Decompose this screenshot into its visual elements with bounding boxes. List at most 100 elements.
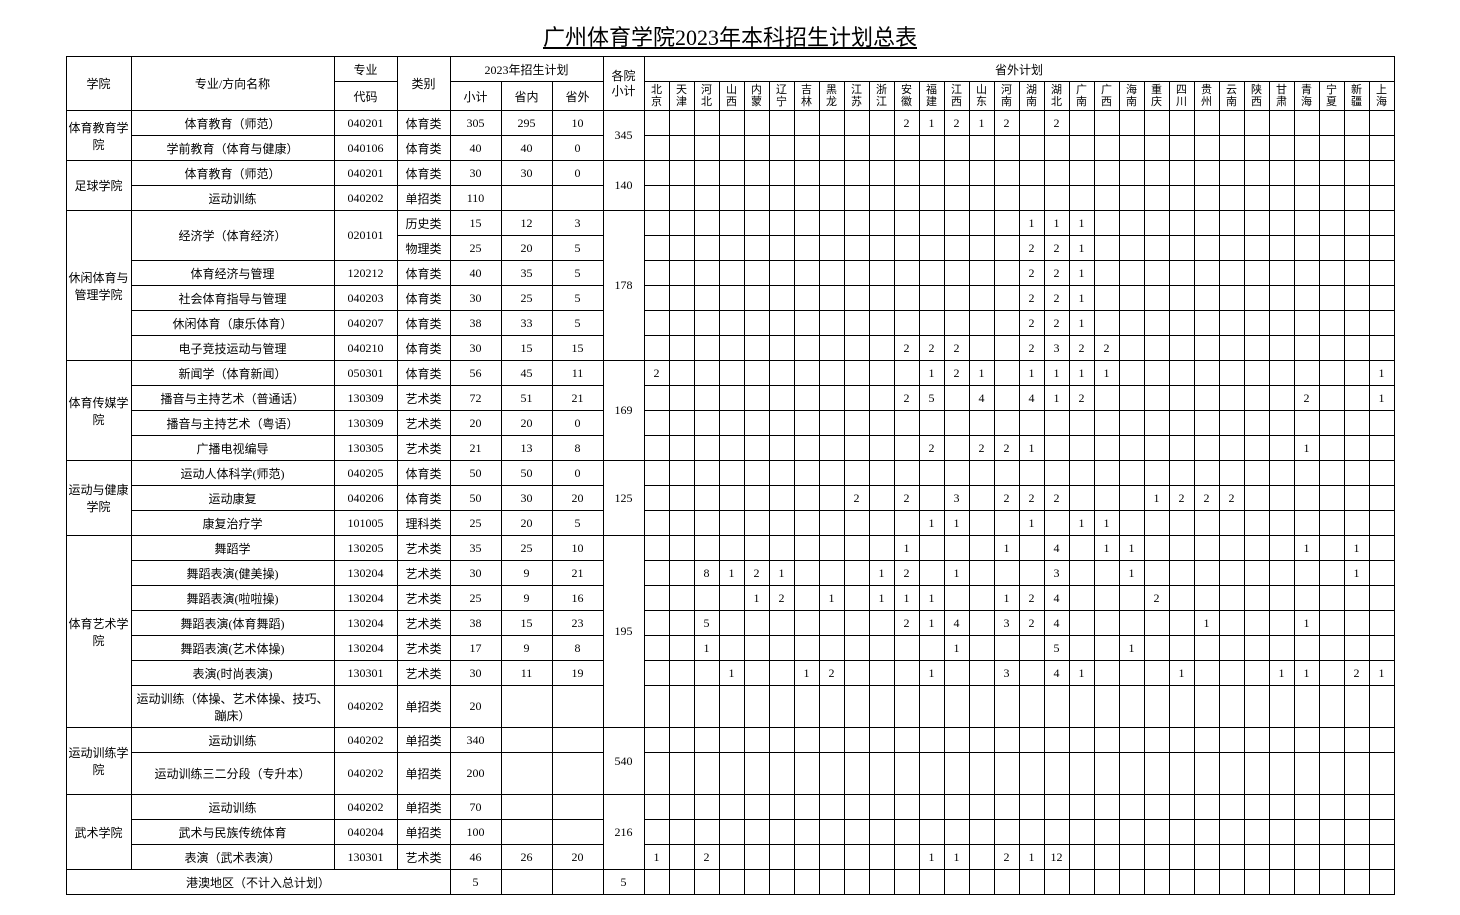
cell-prov: 2 (1019, 486, 1044, 511)
cell-cat: 艺术类 (397, 611, 450, 636)
cell-prov (919, 686, 944, 728)
cell-prov (719, 136, 744, 161)
cell-sn: 295 (501, 111, 552, 136)
cell-prov (694, 820, 719, 845)
cell-prov (1194, 728, 1219, 753)
cell-prov (744, 661, 769, 686)
cell-prov (1269, 286, 1294, 311)
th-prov-8: 江苏 (844, 82, 869, 111)
cell-xj: 56 (450, 361, 501, 386)
cell-sw (552, 795, 603, 820)
cell-prov (694, 661, 719, 686)
cell-prov (844, 336, 869, 361)
cell-prov (694, 511, 719, 536)
cell-prov (1044, 136, 1069, 161)
cell-prov (1294, 728, 1319, 753)
cell-prov (1219, 753, 1244, 795)
cell-major: 播音与主持艺术（粤语） (131, 411, 334, 436)
cell-prov (669, 286, 694, 311)
cell-prov (1169, 311, 1194, 336)
cell-prov (819, 261, 844, 286)
cell-sw: 5 (552, 286, 603, 311)
cell-prov (1244, 161, 1269, 186)
cell-prov (694, 536, 719, 561)
th-prov-24: 陕西 (1244, 82, 1269, 111)
cell-prov (1144, 286, 1169, 311)
cell-prov: 2 (1069, 336, 1094, 361)
cell-sn (501, 795, 552, 820)
cell-prov (719, 753, 744, 795)
cell-prov (744, 461, 769, 486)
cell-prov (1094, 728, 1119, 753)
cell-prov: 2 (769, 586, 794, 611)
cell-prov (919, 311, 944, 336)
cell-prov (894, 161, 919, 186)
cell-prov: 2 (1019, 611, 1044, 636)
cell-prov (1144, 161, 1169, 186)
cell-prov (1319, 753, 1344, 795)
cell-major: 舞蹈表演(体育舞蹈) (131, 611, 334, 636)
cell-prov (1244, 336, 1269, 361)
cell-prov (744, 336, 769, 361)
cell-prov (719, 236, 744, 261)
cell-prov (1244, 753, 1269, 795)
cell-prov (1244, 511, 1269, 536)
th-prov-2: 河北 (694, 82, 719, 111)
cell-major: 运动人体科学(师范) (131, 461, 334, 486)
cell-prov (1169, 753, 1194, 795)
cell-prov (1369, 636, 1394, 661)
cell-prov (1244, 661, 1269, 686)
cell-prov (869, 386, 894, 411)
cell-xj: 46 (450, 845, 501, 870)
cell-prov (1169, 111, 1194, 136)
cell-prov (794, 186, 819, 211)
cell-prov (1344, 336, 1369, 361)
cell-prov (794, 845, 819, 870)
cell-prov (1319, 511, 1344, 536)
cell-prov (1344, 611, 1369, 636)
cell-prov (644, 728, 669, 753)
cell-prov (869, 661, 894, 686)
cell-sw (552, 686, 603, 728)
cell-prov: 4 (969, 386, 994, 411)
cell-prov (919, 211, 944, 236)
cell-prov (1369, 511, 1394, 536)
cell-prov: 3 (994, 661, 1019, 686)
cell-prov (744, 411, 769, 436)
cell-prov (894, 661, 919, 686)
cell-prov (969, 728, 994, 753)
th-prov-25: 甘肃 (1269, 82, 1294, 111)
cell-prov: 1 (919, 511, 944, 536)
cell-prov: 1 (1344, 561, 1369, 586)
cell-prov: 1 (1069, 661, 1094, 686)
cell-prov (794, 386, 819, 411)
cell-prov (1269, 136, 1294, 161)
cell-prov: 1 (1369, 661, 1394, 686)
cell-prov (644, 511, 669, 536)
cell-prov (1144, 111, 1169, 136)
cell-prov (794, 361, 819, 386)
cell-prov (1294, 161, 1319, 186)
cell-code: 101005 (334, 511, 397, 536)
cell-prov (844, 411, 869, 436)
cell-sw: 5 (552, 261, 603, 286)
cell-prov (1269, 561, 1294, 586)
cell-sn: 26 (501, 845, 552, 870)
cell-prov (1119, 111, 1144, 136)
cell-prov (769, 845, 794, 870)
cell-prov (1294, 261, 1319, 286)
cell-prov (1019, 820, 1044, 845)
cell-prov: 1 (1044, 386, 1069, 411)
cell-prov (1144, 311, 1169, 336)
cell-prov (1144, 386, 1169, 411)
cell-prov (644, 311, 669, 336)
cell-prov: 2 (1044, 261, 1069, 286)
cell-yx: 216 (603, 795, 644, 870)
cell-prov: 3 (1044, 561, 1069, 586)
cell-cat: 单招类 (397, 686, 450, 728)
cell-prov (694, 161, 719, 186)
cell-prov (1069, 536, 1094, 561)
cell-prov: 2 (919, 436, 944, 461)
cell-major: 经济学（体育经济） (131, 211, 334, 261)
cell-prov (844, 111, 869, 136)
